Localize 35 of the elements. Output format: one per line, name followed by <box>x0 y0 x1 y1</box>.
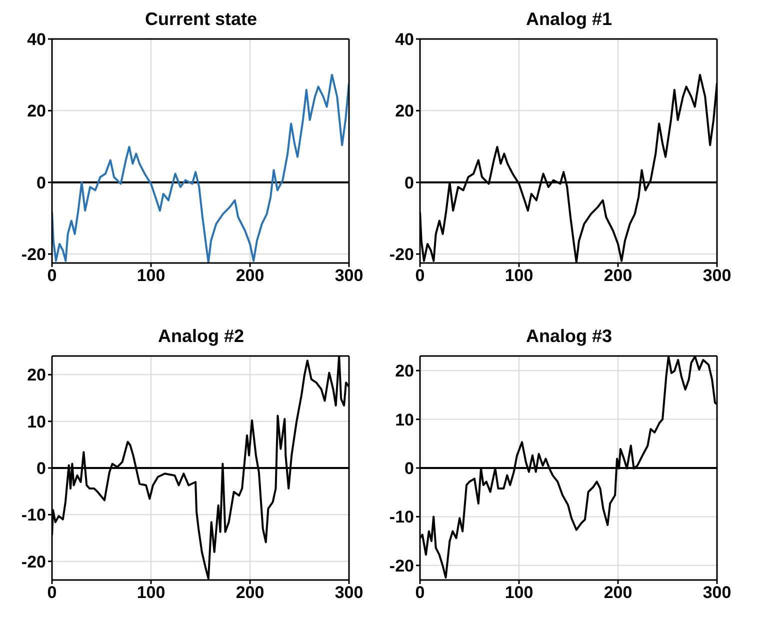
x-tick-label: 300 <box>702 266 732 286</box>
x-tick-label: 200 <box>236 583 264 602</box>
y-tick-label: 40 <box>27 30 46 50</box>
line-series <box>52 356 349 580</box>
x-tick-label: 100 <box>136 266 166 286</box>
y-tick-label: -10 <box>389 508 414 527</box>
y-tick-label: -20 <box>389 245 414 264</box>
x-tick-label: 100 <box>504 583 534 602</box>
y-tick-label: -20 <box>21 552 46 572</box>
x-tick-label: 300 <box>702 583 732 602</box>
x-tick-label: 300 <box>334 266 364 286</box>
y-tick-label: 40 <box>395 30 414 50</box>
y-tick-label: 0 <box>36 459 46 478</box>
y-tick-label: 20 <box>395 362 414 381</box>
x-tick-label: 200 <box>236 266 264 286</box>
chart-title: Current state <box>144 8 258 30</box>
y-tick-label: 20 <box>395 102 414 121</box>
y-tick-label: 10 <box>395 410 414 430</box>
y-tick-label: 20 <box>27 366 46 385</box>
chart-title: Analog #3 <box>524 325 614 347</box>
y-tick-label: 0 <box>404 459 414 478</box>
x-tick-label: 200 <box>604 583 632 602</box>
x-tick-label: 100 <box>136 583 166 602</box>
chart-title: Analog #2 <box>156 325 246 347</box>
chart-title: Analog #1 <box>524 8 614 30</box>
y-tick-label: 20 <box>27 102 46 121</box>
y-tick-label: 0 <box>404 173 414 192</box>
y-tick-label: -10 <box>21 506 46 525</box>
y-tick-label: 10 <box>27 412 46 432</box>
y-tick-label: -20 <box>21 245 46 264</box>
x-tick-label: 300 <box>334 583 364 602</box>
y-tick-label: 0 <box>36 173 46 192</box>
y-tick-label: -20 <box>389 556 414 576</box>
x-tick-label: 100 <box>504 266 534 286</box>
x-tick-label: 200 <box>604 266 632 286</box>
